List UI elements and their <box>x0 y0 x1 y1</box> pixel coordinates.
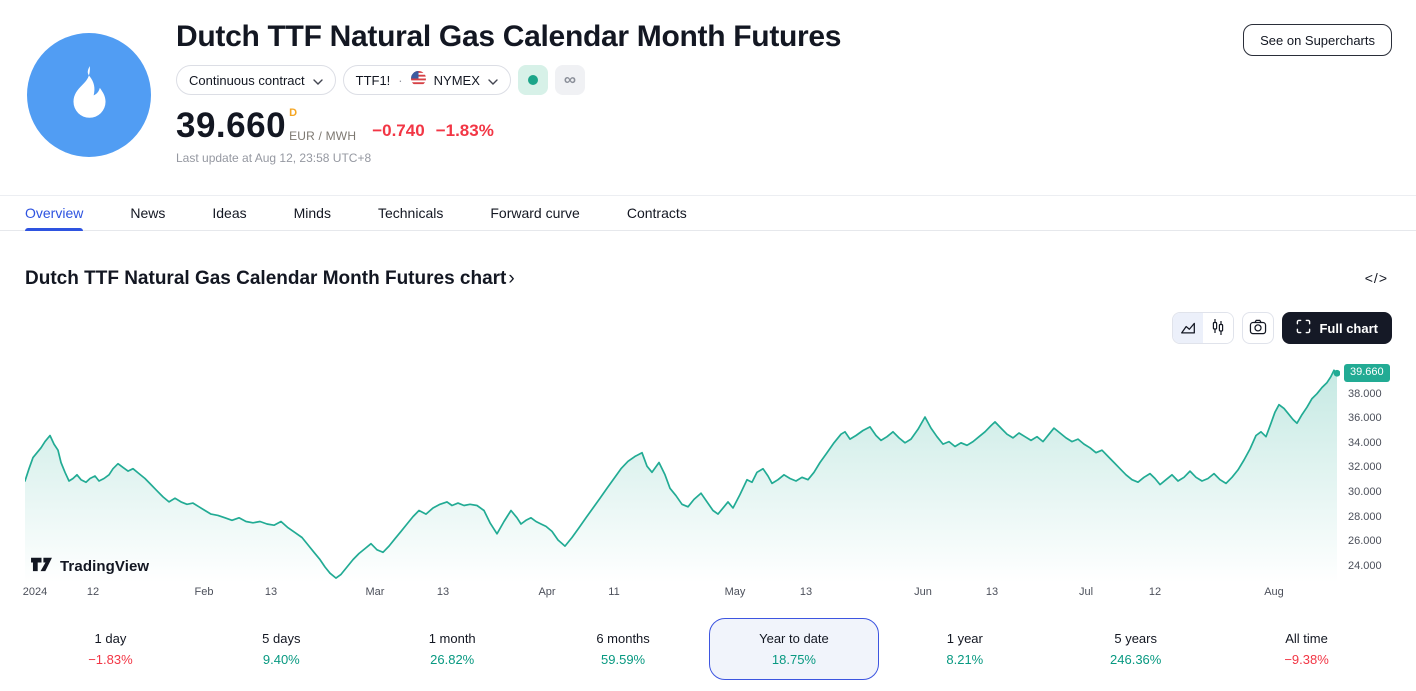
contract-dropdown[interactable]: Continuous contract <box>176 65 336 95</box>
chevron-down-icon <box>488 73 498 88</box>
period-1-year[interactable]: 1 year 8.21% <box>879 618 1050 680</box>
embed-code-icon[interactable]: </> <box>1364 270 1388 286</box>
snapshot-button[interactable] <box>1242 312 1275 344</box>
change-percent: −1.83% <box>435 121 494 140</box>
price-unit: EUR / MWH <box>289 129 357 143</box>
separator-dot: · <box>398 72 403 88</box>
infinity-icon: ∞ <box>563 70 576 89</box>
area-chart-icon <box>1179 318 1197 339</box>
x-axis-label: 13 <box>985 586 999 598</box>
period-5-days[interactable]: 5 days 9.40% <box>196 618 367 680</box>
area-fill <box>25 370 1337 583</box>
x-axis-label: May <box>724 586 746 598</box>
chart-controls: Full chart <box>1172 312 1392 344</box>
tab-bar: Overview News Ideas Minds Technicals For… <box>0 195 1416 231</box>
market-open-dot-icon <box>527 75 538 85</box>
fullscreen-icon <box>1296 319 1311 337</box>
us-flag-icon <box>410 71 426 89</box>
tab-overview[interactable]: Overview <box>25 196 84 231</box>
x-axis-label: Jul <box>1078 586 1094 598</box>
tab-forward-curve[interactable]: Forward curve <box>490 205 580 221</box>
period-1-day[interactable]: 1 day −1.83% <box>25 618 196 680</box>
y-axis-label: 32.000 <box>1348 461 1382 474</box>
area-chart-button[interactable] <box>1173 313 1204 343</box>
period-all-time[interactable]: All time −9.38% <box>1221 618 1392 680</box>
symbol-dropdown[interactable]: TTF1! · NYMEX <box>342 65 511 95</box>
symbol-controls: Continuous contract TTF1! · <box>176 65 841 95</box>
chevron-right-icon: › <box>508 268 515 289</box>
candles-icon <box>1210 318 1226 339</box>
x-axis-label: Feb <box>194 586 214 598</box>
tradingview-logo-icon <box>30 554 53 578</box>
period-1-month[interactable]: 1 month 26.82% <box>367 618 538 680</box>
chart-area: 38.000 36.000 34.000 32.000 30.000 28.000 26.0… <box>0 358 1416 604</box>
x-axis-label: Aug <box>1264 586 1284 598</box>
x-axis-label: 11 <box>608 586 620 598</box>
y-axis-label: 38.000 <box>1348 387 1382 400</box>
tab-minds[interactable]: Minds <box>293 205 331 221</box>
x-axis-label: Mar <box>365 586 385 598</box>
last-price-tag: 39.660 <box>1344 364 1390 383</box>
period-5-years[interactable]: 5 years 246.36% <box>1050 618 1221 680</box>
y-axis-label: 30.000 <box>1348 486 1382 499</box>
y-axis-label: 36.000 <box>1348 412 1382 425</box>
last-update-text: Last update at Aug 12, 23:58 UTC+8 <box>176 151 372 165</box>
camera-icon <box>1249 319 1267 338</box>
price-block: 39.660 D EUR / MWH −0.740 −1.83% <box>176 106 841 146</box>
x-axis-label: Jun <box>914 586 932 598</box>
delayed-data-flag: D <box>289 107 298 119</box>
y-axis-label: 28.000 <box>1348 510 1382 523</box>
period-selector: 1 day −1.83% 5 days 9.40% 1 month 26.82%… <box>25 618 1392 680</box>
price-line <box>25 369 1338 579</box>
tab-news[interactable]: News <box>130 205 166 221</box>
period-year-to-date[interactable]: Year to date 18.75% <box>708 618 880 680</box>
x-axis-label: 12 <box>86 586 100 598</box>
y-axis-label: 34.000 <box>1348 436 1382 449</box>
chevron-down-icon <box>312 73 323 88</box>
x-axis-label: 13 <box>264 586 278 598</box>
candles-chart-button[interactable] <box>1203 313 1234 343</box>
last-price: 39.660 <box>176 106 287 146</box>
price-change: −0.740 −1.83% <box>372 121 494 141</box>
exchange-label: NYMEX <box>433 72 480 88</box>
change-absolute: −0.740 <box>372 121 425 140</box>
x-axis-label: 2024 <box>22 586 48 598</box>
contract-dropdown-label: Continuous contract <box>189 72 305 88</box>
y-axis-label: 24.000 <box>1348 559 1382 572</box>
header: Dutch TTF Natural Gas Calendar Month Fut… <box>176 20 841 165</box>
flame-icon <box>58 62 120 129</box>
tab-ideas[interactable]: Ideas <box>212 205 247 221</box>
x-axis-label: 13 <box>799 586 813 598</box>
tab-technicals[interactable]: Technicals <box>377 205 444 221</box>
y-axis-label: 26.000 <box>1348 535 1382 548</box>
instrument-logo <box>27 33 151 157</box>
period-6-months[interactable]: 6 months 59.59% <box>538 618 709 680</box>
last-price-dot <box>1333 369 1340 377</box>
x-axis-label: Apr <box>538 586 556 598</box>
price-chart-plot[interactable] <box>25 358 1340 583</box>
tab-contracts[interactable]: Contracts <box>626 205 687 221</box>
x-axis-label: 13 <box>436 586 450 598</box>
x-axis-label: 12 <box>1148 586 1162 598</box>
see-on-supercharts-button[interactable]: See on Supercharts <box>1243 24 1392 56</box>
watermark-text: TradingView <box>60 557 150 575</box>
symbol-label: TTF1! <box>355 72 391 88</box>
page-title: Dutch TTF Natural Gas Calendar Month Fut… <box>176 20 842 53</box>
watermark: TradingView <box>30 554 149 578</box>
chart-heading-link[interactable]: Dutch TTF Natural Gas Calendar Month Fut… <box>25 268 515 289</box>
full-chart-button[interactable]: Full chart <box>1282 312 1392 344</box>
market-status-button[interactable] <box>517 65 548 95</box>
continuous-contract-button[interactable]: ∞ <box>554 65 585 95</box>
chart-type-toggle <box>1172 312 1235 344</box>
